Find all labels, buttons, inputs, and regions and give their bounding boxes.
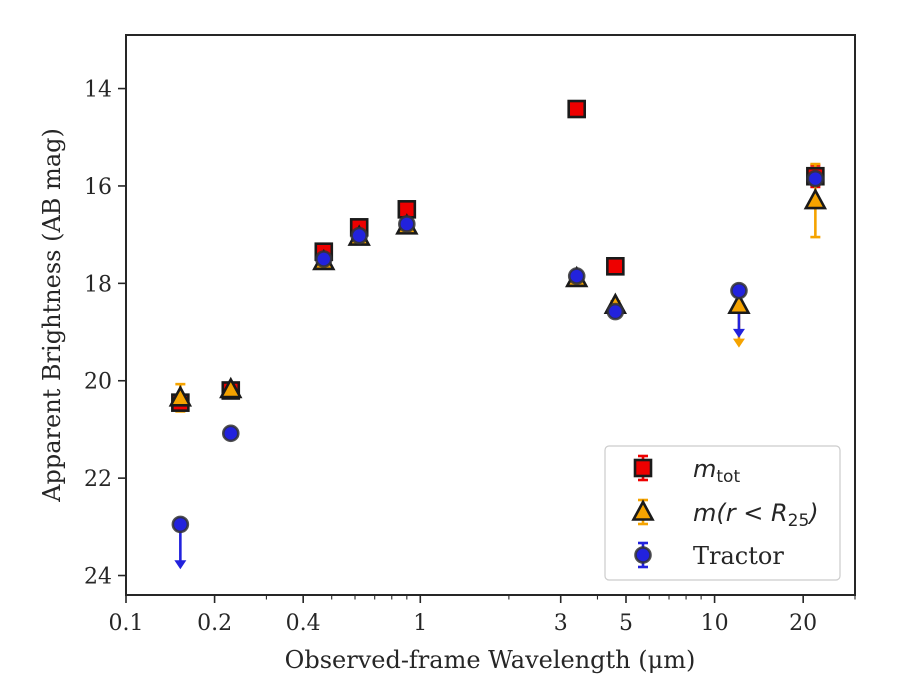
data-point-tractor	[314, 250, 333, 268]
data-point-tractor	[730, 281, 748, 300]
y-axis-label: Apparent Brightness (AB mag)	[38, 128, 66, 503]
x-tick-label: 0.2	[197, 611, 232, 636]
legend-label-mtot: mtot	[693, 455, 740, 487]
data-point-mtot	[606, 257, 625, 276]
legend-marker-m-r25	[631, 499, 655, 521]
y-tick-label: 18	[84, 272, 112, 297]
x-tick-label: 0.1	[109, 611, 144, 636]
legend-label-m-r25: m(r < R25)	[693, 499, 819, 531]
x-tick-label: 1	[413, 611, 427, 636]
legend-label-tractor: Tractor	[693, 542, 784, 570]
upper-limit-arrow-head	[732, 338, 745, 348]
series-m-r25-errors	[175, 162, 821, 413]
legend: mtot m(r < R25) Tractor	[604, 445, 841, 581]
x-tick-label: 20	[789, 611, 817, 636]
x-axis-label: Observed-frame Wavelength (μm)	[285, 646, 696, 674]
upper-limit-arrow-head	[732, 328, 745, 338]
data-point-tractor	[350, 226, 368, 245]
data-point-m-r25	[168, 385, 193, 407]
series-mtot	[171, 99, 825, 412]
y-tick-label: 20	[84, 370, 112, 395]
plot-frame	[125, 34, 856, 596]
data-point-tractor	[171, 515, 190, 534]
data-point-m-r25	[727, 292, 751, 315]
x-tick-label: 0.4	[286, 611, 321, 636]
data-point-m-r25	[219, 376, 243, 399]
y-tick-label: 14	[84, 78, 112, 103]
data-point-tractor	[806, 169, 825, 188]
x-tick-label: 3	[554, 611, 568, 636]
data-point-tractor	[221, 424, 240, 443]
series-mtot-errors	[175, 105, 821, 410]
y-tick-label: 22	[84, 467, 112, 492]
data-point-m-r25	[803, 187, 828, 210]
y-tick-label: 24	[84, 565, 112, 590]
legend-box	[604, 445, 841, 581]
legend-marker-tractor	[634, 546, 652, 564]
y-tick-label: 16	[84, 175, 112, 200]
axes-ticks: 0.1 0.2 0.4 1 3 5 10 20 14 16 18 20 22 24	[84, 78, 856, 636]
data-point-tractor	[398, 215, 416, 233]
series-tractor	[171, 169, 825, 534]
plot-marks	[168, 99, 828, 570]
series-m-r25	[168, 187, 828, 407]
data-point-tractor	[606, 302, 625, 321]
upper-limit-arrow-head	[174, 560, 187, 570]
legend-marker-mtot	[633, 458, 653, 478]
x-tick-label: 10	[701, 611, 729, 636]
data-point-tractor	[567, 267, 586, 285]
data-point-mtot	[567, 99, 587, 119]
x-tick-label: 5	[619, 611, 633, 636]
